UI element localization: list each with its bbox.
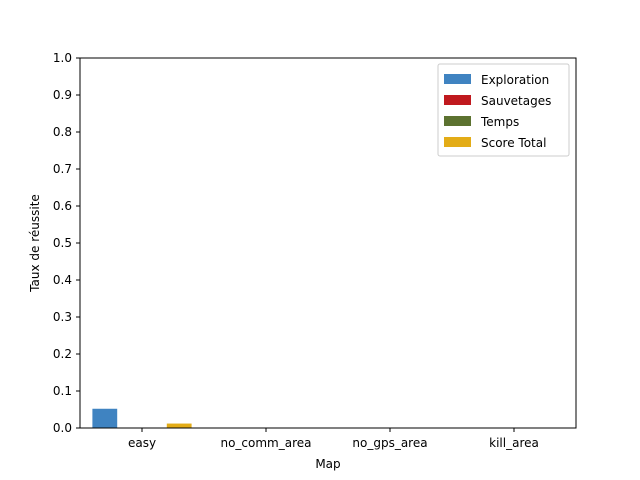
y-tick-label: 0.4 — [53, 273, 72, 287]
legend-swatch — [444, 116, 471, 126]
x-tick-label: easy — [128, 436, 156, 450]
x-tick-label: no_comm_area — [220, 436, 311, 450]
y-tick-label: 1.0 — [53, 51, 72, 65]
bars-layer — [92, 408, 192, 428]
legend-label: Sauvetages — [481, 94, 551, 108]
legend-label: Exploration — [481, 73, 549, 87]
y-tick-label: 0.9 — [53, 88, 72, 102]
x-tick-label: no_gps_area — [352, 436, 427, 450]
y-tick-label: 0.5 — [53, 236, 72, 250]
y-tick-label: 0.8 — [53, 125, 72, 139]
x-axis-label: Map — [315, 457, 340, 471]
bar-score-total-easy — [166, 423, 192, 428]
y-tick-label: 0.2 — [53, 347, 72, 361]
y-tick-label: 0.0 — [53, 421, 72, 435]
legend-label: Score Total — [481, 136, 546, 150]
x-tick-label: kill_area — [489, 436, 539, 450]
y-tick-label: 0.6 — [53, 199, 72, 213]
legend: Exploration Sauvetages Temps Score Total — [437, 63, 570, 157]
legend-swatch — [444, 137, 471, 147]
bar-exploration-easy — [92, 408, 118, 428]
x-axis: easy no_comm_area no_gps_area kill_area — [128, 428, 539, 450]
legend-box — [437, 63, 570, 157]
y-tick-label: 0.7 — [53, 162, 72, 176]
legend-swatch — [444, 95, 471, 105]
y-axis: 0.0 0.1 0.2 0.3 0.4 0.5 0.6 0.7 0.8 0.9 1.0 — [53, 51, 80, 435]
y-tick-label: 0.3 — [53, 310, 72, 324]
y-tick-label: 0.1 — [53, 384, 72, 398]
legend-swatch — [444, 74, 471, 84]
legend-label: Temps — [480, 115, 519, 129]
y-axis-label: Taux de réussite — [28, 194, 42, 293]
